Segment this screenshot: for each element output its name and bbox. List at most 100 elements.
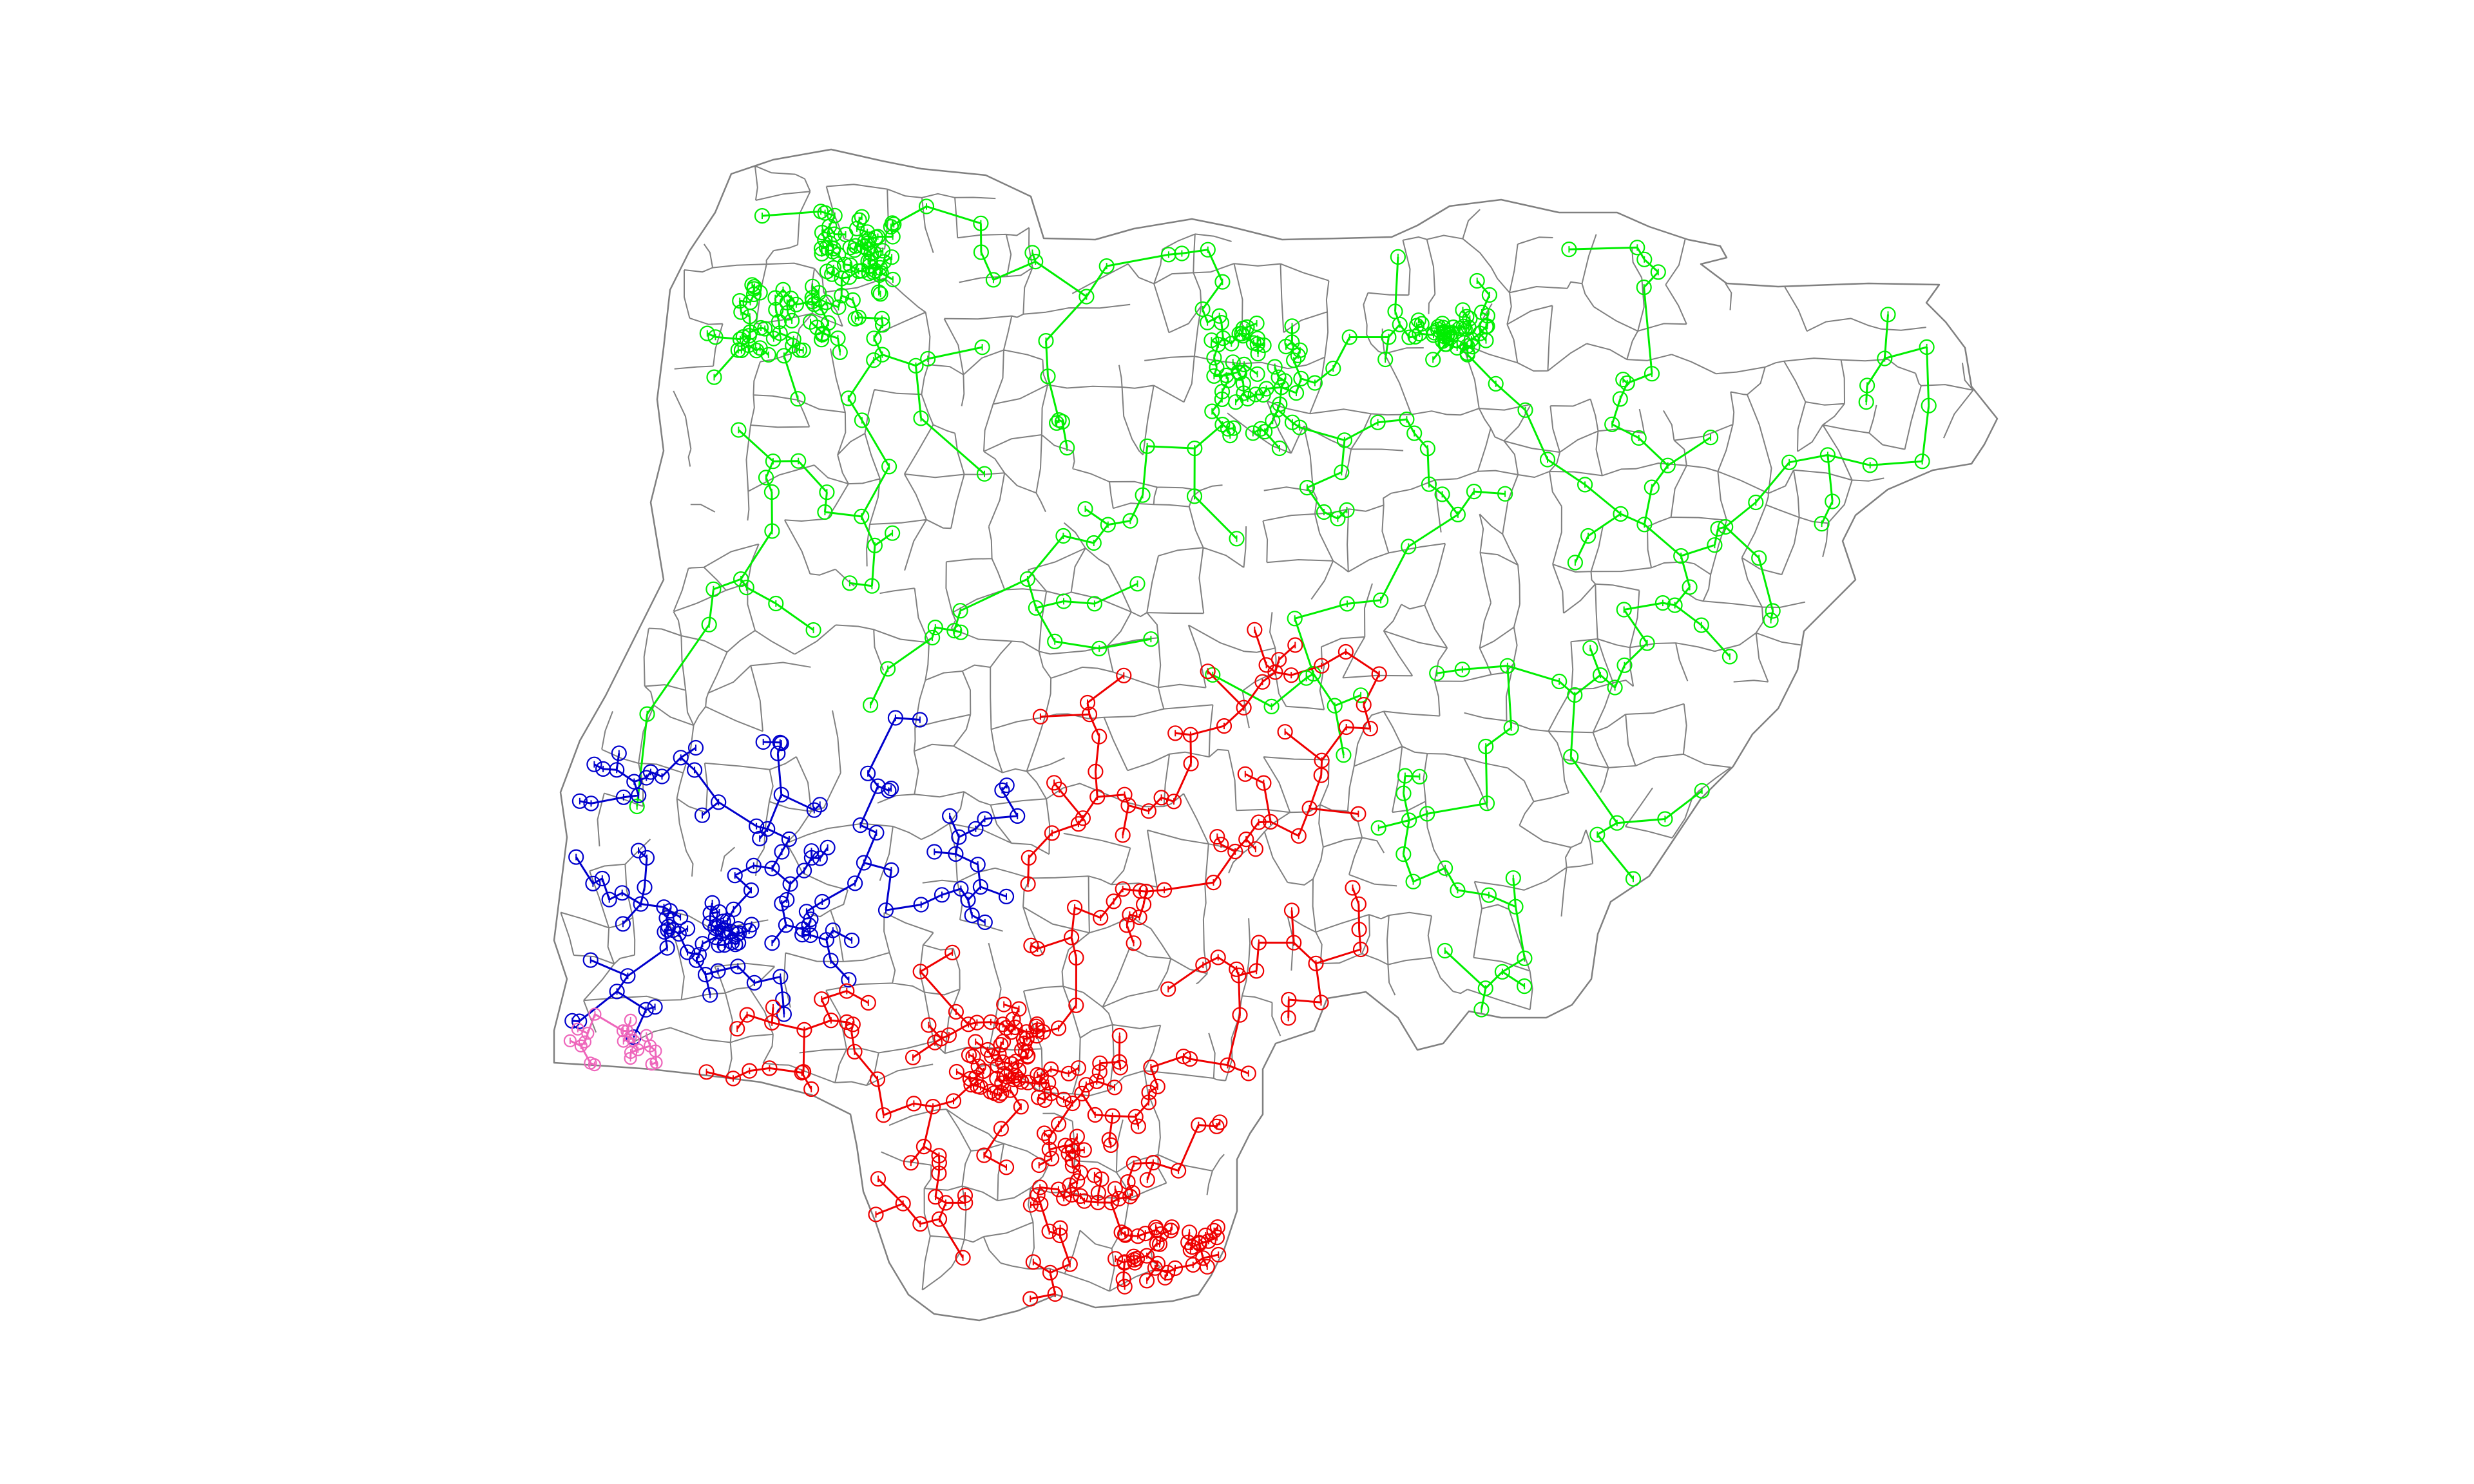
lga-node-marker xyxy=(1399,411,1415,428)
lga-node-marker xyxy=(814,893,830,910)
lga-node-marker xyxy=(1140,803,1157,819)
lga-node-marker xyxy=(1278,338,1294,355)
lga-node-marker xyxy=(1157,1270,1173,1286)
lga-node-marker xyxy=(1194,301,1211,318)
lga-node-marker xyxy=(1350,806,1366,822)
lga-node-marker xyxy=(1240,1065,1256,1081)
lga-node-marker xyxy=(1019,1049,1035,1065)
lga-node-marker xyxy=(812,850,829,866)
lga-node-marker xyxy=(964,907,980,924)
lga-node-marker xyxy=(941,808,958,824)
lga-node-marker xyxy=(1551,673,1568,690)
south-cluster-edges xyxy=(706,629,1381,1300)
lga-node-marker xyxy=(764,935,780,951)
lga-node-marker xyxy=(1459,347,1475,363)
lga-node-marker xyxy=(1437,942,1453,959)
lga-node-marker xyxy=(1041,1141,1057,1157)
lga-node-marker xyxy=(1263,698,1280,715)
lga-node-marker xyxy=(1286,935,1302,951)
lga-node-marker xyxy=(1443,329,1459,345)
lga-node-marker xyxy=(1129,1228,1146,1244)
lga-node-marker xyxy=(1377,351,1394,368)
lga-node-marker xyxy=(739,1007,755,1023)
lga-node-marker xyxy=(753,319,769,336)
lga-node-marker xyxy=(1825,493,1841,509)
lga-node-marker xyxy=(969,1078,986,1094)
lga-node-marker xyxy=(993,1036,1009,1053)
lga-node-marker xyxy=(1036,1125,1053,1141)
lga-node-marker xyxy=(1020,876,1036,892)
lga-node-marker xyxy=(783,312,800,328)
lga-node-marker xyxy=(1257,423,1273,440)
lga-node-marker xyxy=(1064,1095,1080,1112)
lga-node-marker xyxy=(772,325,788,341)
lga-node-marker xyxy=(1567,555,1583,571)
lga-node-marker xyxy=(730,958,746,975)
lga-node-marker xyxy=(1265,413,1281,429)
lga-node-marker xyxy=(1657,811,1673,827)
lga-node-marker xyxy=(1392,316,1408,332)
lga-node-marker xyxy=(1371,666,1387,682)
lga-node-marker xyxy=(1138,883,1155,900)
lga-node-marker xyxy=(884,525,901,541)
lga-node-marker xyxy=(1654,595,1671,611)
lga-node-marker xyxy=(1214,416,1231,433)
lga-node-marker xyxy=(659,940,675,956)
lga-node-marker xyxy=(1056,1190,1072,1206)
lga-node-marker xyxy=(1055,1091,1072,1108)
lga-node-marker xyxy=(1022,1197,1039,1213)
lga-node-marker xyxy=(1437,860,1453,876)
lga-node-marker xyxy=(1316,504,1332,520)
lga-node-marker xyxy=(859,242,876,258)
lga-node-marker xyxy=(1210,949,1226,966)
lga-node-marker xyxy=(1101,1132,1117,1148)
lga-node-marker xyxy=(760,821,776,837)
lga-node-marker xyxy=(1338,643,1354,660)
lga-node-marker xyxy=(952,603,968,619)
lga-node-marker xyxy=(1313,767,1329,783)
lga-node-marker xyxy=(702,987,718,1003)
lga-node-marker xyxy=(1078,1077,1095,1093)
lga-node-marker xyxy=(924,629,941,646)
lga-node-marker xyxy=(1079,694,1096,711)
lga-node-marker xyxy=(1104,1108,1120,1124)
north-cluster-nodes xyxy=(629,198,1937,1018)
lga-node-marker xyxy=(771,314,787,330)
lga-node-marker xyxy=(866,352,882,368)
lga-node-marker xyxy=(1209,1118,1225,1134)
lga-node-marker xyxy=(912,964,928,980)
lga-node-marker xyxy=(1499,658,1515,674)
lga-node-marker xyxy=(1130,1118,1147,1134)
lga-node-marker xyxy=(1462,310,1478,327)
lga-node-marker xyxy=(775,281,791,298)
lga-node-marker xyxy=(1472,325,1488,341)
lga-node-marker xyxy=(1607,680,1623,696)
lga-node-marker xyxy=(774,844,790,860)
lga-node-marker xyxy=(1682,579,1698,595)
lga-node-marker xyxy=(814,225,830,241)
lga-node-marker xyxy=(1120,797,1136,813)
lga-node-marker xyxy=(1024,245,1040,261)
lga-node-marker xyxy=(1748,494,1764,511)
lga-node-marker xyxy=(788,296,805,312)
lga-node-marker xyxy=(1022,1291,1039,1307)
lga-node-marker xyxy=(611,745,627,761)
lga-node-marker xyxy=(1091,728,1108,745)
lga-node-marker xyxy=(801,917,817,933)
lga-node-marker xyxy=(1107,1251,1124,1267)
lga-node-marker xyxy=(1660,457,1676,473)
lga-node-marker xyxy=(965,1049,981,1065)
lga-node-marker xyxy=(1293,370,1309,386)
lga-node-marker xyxy=(1205,667,1221,683)
lga-node-marker xyxy=(1644,366,1660,382)
lga-node-marker xyxy=(1195,1250,1211,1266)
lga-node-marker xyxy=(1091,640,1108,657)
lga-node-marker xyxy=(764,1014,780,1031)
lga-node-marker xyxy=(1191,1117,1207,1133)
lga-node-marker xyxy=(1010,1071,1026,1087)
lga-node-marker xyxy=(631,787,647,804)
lga-node-marker xyxy=(1488,376,1504,392)
lga-node-marker xyxy=(1336,432,1352,448)
lga-node-marker xyxy=(881,459,897,475)
lga-node-marker xyxy=(1373,592,1389,608)
